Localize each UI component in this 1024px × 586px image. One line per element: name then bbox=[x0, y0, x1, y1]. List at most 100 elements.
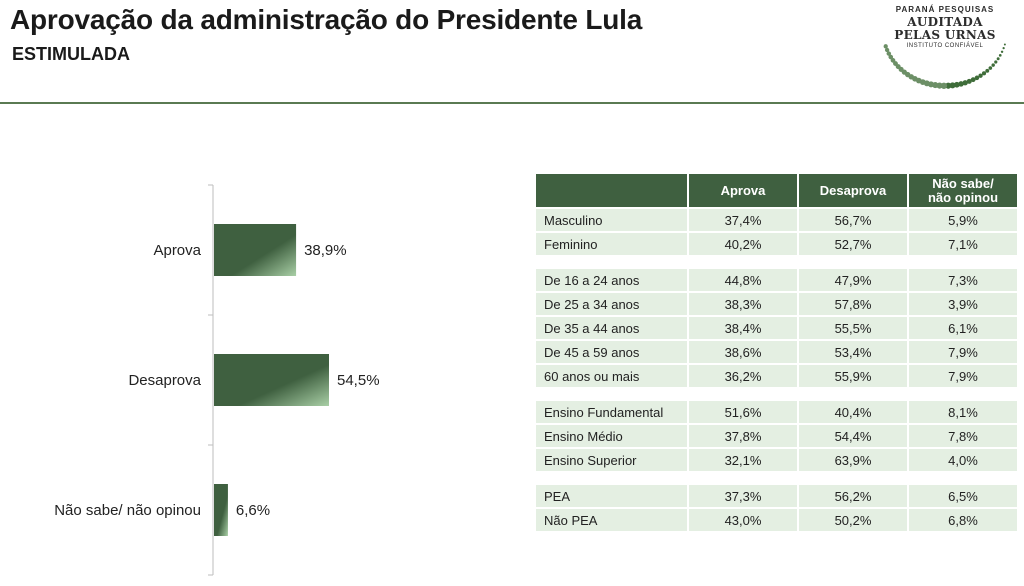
table-row: Não PEA 43,0% 50,2% 6,8% bbox=[536, 509, 1017, 531]
category-tick-label: Aprova bbox=[153, 242, 201, 259]
table-row: Masculino 37,4% 56,7% 5,9% bbox=[536, 209, 1017, 231]
table-cell: 56,2% bbox=[799, 485, 907, 507]
table-cell: 63,9% bbox=[799, 449, 907, 471]
table-cell: 38,4% bbox=[689, 317, 797, 339]
table-row-label: De 25 a 34 anos bbox=[536, 293, 687, 315]
table-row-label: Masculino bbox=[536, 209, 687, 231]
logo-line-3: PELAS URNAS bbox=[894, 28, 996, 42]
logo-dot bbox=[886, 51, 892, 56]
table-cell: 6,8% bbox=[909, 509, 1017, 531]
table-cell: 47,9% bbox=[799, 269, 907, 291]
table-cell: 37,3% bbox=[689, 485, 797, 507]
page-subtitle: ESTIMULADA bbox=[12, 44, 130, 64]
table-spacer-cell bbox=[536, 473, 1017, 483]
table-row-label: Ensino Médio bbox=[536, 425, 687, 447]
table-row: Feminino 40,2% 52,7% 7,1% bbox=[536, 233, 1017, 255]
logo-dot bbox=[985, 68, 990, 73]
table-row-label: PEA bbox=[536, 485, 687, 507]
table-cell: 8,1% bbox=[909, 401, 1017, 423]
logo-line-1: PARANÁ PESQUISAS bbox=[895, 5, 995, 14]
table-spacer-cell bbox=[536, 257, 1017, 267]
table-row: De 25 a 34 anos 38,3% 57,8% 3,9% bbox=[536, 293, 1017, 315]
table-cell: 5,9% bbox=[909, 209, 1017, 231]
table-header-nao-sabe: Não sabe/ não opinou bbox=[909, 174, 1017, 207]
header-divider bbox=[0, 102, 1024, 104]
logo-dot bbox=[890, 58, 896, 63]
table-cell: 56,7% bbox=[799, 209, 907, 231]
table-row-label: De 35 a 44 anos bbox=[536, 317, 687, 339]
table-row: De 16 a 24 anos 44,8% 47,9% 7,3% bbox=[536, 269, 1017, 291]
logo-dot bbox=[888, 54, 894, 60]
logo-dot bbox=[974, 75, 980, 81]
chart-canvas: Aprova 38,9% Desaprova 54,5% Não sabe/ não o… bbox=[54, 184, 380, 576]
table-row-label: 60 anos ou mais bbox=[536, 365, 687, 387]
table-row-label: Feminino bbox=[536, 233, 687, 255]
logo-dot bbox=[884, 47, 890, 53]
bar-aprova bbox=[214, 224, 297, 276]
table-cell: 43,0% bbox=[689, 509, 797, 531]
brand-logo: PARANÁ PESQUISAS AUDITADA PELAS URNAS IN… bbox=[870, 0, 1020, 100]
table-cell: 6,5% bbox=[909, 485, 1017, 507]
table-cell: 36,2% bbox=[689, 365, 797, 387]
table-cell: 40,4% bbox=[799, 401, 907, 423]
logo-dot bbox=[978, 73, 983, 78]
table-header-row: Aprova Desaprova Não sabe/ não opinou bbox=[536, 174, 1017, 207]
table-cell: 51,6% bbox=[689, 401, 797, 423]
table-row: Ensino Fundamental 51,6% 40,4% 8,1% bbox=[536, 401, 1017, 423]
table-cell: 7,8% bbox=[909, 425, 1017, 447]
table-row-label: De 16 a 24 anos bbox=[536, 269, 687, 291]
logo-dot bbox=[996, 57, 1000, 61]
table-cell: 4,0% bbox=[909, 449, 1017, 471]
table-row-label: Ensino Superior bbox=[536, 449, 687, 471]
table-cell: 7,9% bbox=[909, 365, 1017, 387]
table-cell: 32,1% bbox=[689, 449, 797, 471]
logo-dot bbox=[883, 44, 888, 49]
category-tick-label: Não sabe/ não opinou bbox=[54, 502, 201, 519]
logo-dot bbox=[994, 60, 998, 64]
approval-bar-chart: Aprova 38,9% Desaprova 54,5% Não sabe/ não o… bbox=[0, 170, 500, 586]
table-row: PEA 37,3% 56,2% 6,5% bbox=[536, 485, 1017, 507]
logo-dot bbox=[1003, 43, 1006, 46]
logo-line-4: INSTITUTO CONFIÁVEL bbox=[906, 43, 984, 49]
table-cell: 55,5% bbox=[799, 317, 907, 339]
table-group-spacer bbox=[536, 389, 1017, 399]
table-cell: 6,1% bbox=[909, 317, 1017, 339]
logo-dot bbox=[991, 63, 995, 67]
logo-dot bbox=[981, 71, 987, 76]
table-row: De 35 a 44 anos 38,4% 55,5% 6,1% bbox=[536, 317, 1017, 339]
table-cell: 3,9% bbox=[909, 293, 1017, 315]
logo-dot bbox=[1000, 50, 1004, 54]
table-cell: 7,3% bbox=[909, 269, 1017, 291]
table-row: Ensino Médio 37,8% 54,4% 7,8% bbox=[536, 425, 1017, 447]
logo-dot bbox=[958, 81, 964, 87]
category-tick-label: Desaprova bbox=[128, 372, 201, 389]
table-row-label: De 45 a 59 anos bbox=[536, 341, 687, 363]
table-row-label: Ensino Fundamental bbox=[536, 401, 687, 423]
table-row: De 45 a 59 anos 38,6% 53,4% 7,9% bbox=[536, 341, 1017, 363]
logo-dot bbox=[966, 78, 972, 84]
table-group-spacer bbox=[536, 257, 1017, 267]
bar-value-label: 6,6% bbox=[236, 502, 270, 519]
logo-dot bbox=[1002, 47, 1005, 50]
table-cell: 7,9% bbox=[909, 341, 1017, 363]
table-row: Ensino Superior 32,1% 63,9% 4,0% bbox=[536, 449, 1017, 471]
table-row-label: Não PEA bbox=[536, 509, 687, 531]
bar-value-label: 38,9% bbox=[304, 242, 347, 259]
logo-line-2: AUDITADA bbox=[907, 15, 983, 29]
table-cell: 54,4% bbox=[799, 425, 907, 447]
table-cell: 38,6% bbox=[689, 341, 797, 363]
table-cell: 57,8% bbox=[799, 293, 907, 315]
bar-nao-sabe bbox=[214, 484, 228, 536]
table-cell: 44,8% bbox=[689, 269, 797, 291]
logo-dot bbox=[998, 53, 1002, 57]
logo-dots-graphic bbox=[883, 43, 1006, 89]
table-cell: 38,3% bbox=[689, 293, 797, 315]
table-cell: 52,7% bbox=[799, 233, 907, 255]
table-header-desaprova: Desaprova bbox=[799, 174, 907, 207]
table-group-spacer bbox=[536, 473, 1017, 483]
logo-dot bbox=[962, 80, 968, 86]
table-row: 60 anos ou mais 36,2% 55,9% 7,9% bbox=[536, 365, 1017, 387]
table-header-blank bbox=[536, 174, 687, 207]
bar-desaprova bbox=[214, 354, 329, 406]
table-cell: 55,9% bbox=[799, 365, 907, 387]
